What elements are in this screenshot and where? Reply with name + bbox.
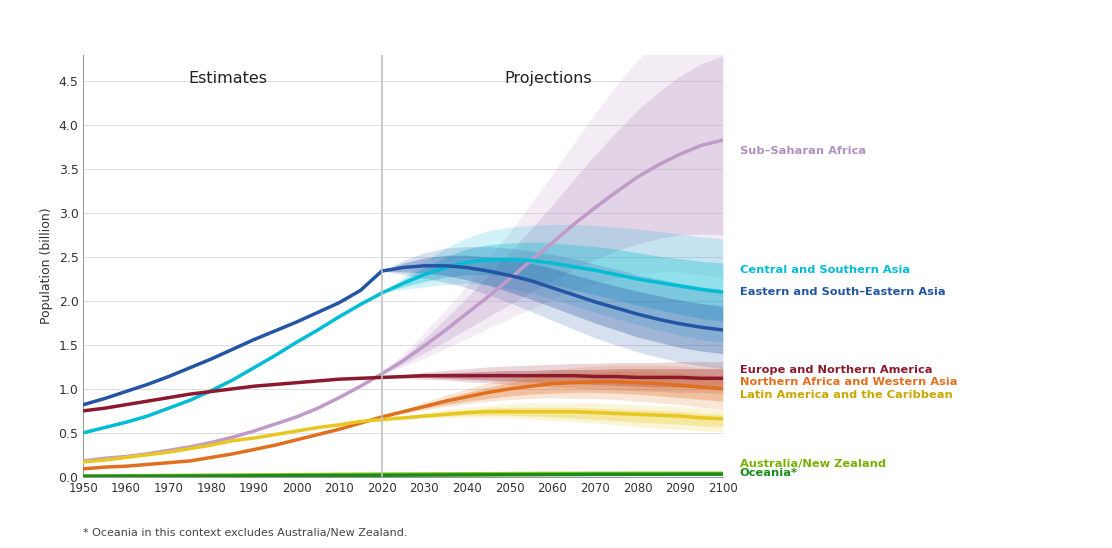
- Text: Latin America and the Caribbean: Latin America and the Caribbean: [739, 390, 953, 400]
- Text: Europe and Northern America: Europe and Northern America: [739, 364, 932, 374]
- Text: Sub–Saharan Africa: Sub–Saharan Africa: [739, 146, 866, 157]
- Text: Figure 2. Population by SDG region: estimates, 1950-2020, medium-variant project: Figure 2. Population by SDG region: esti…: [13, 16, 1063, 29]
- Text: Estimates: Estimates: [189, 71, 268, 85]
- Text: Oceania*: Oceania*: [739, 468, 797, 478]
- Text: Australia/New Zealand: Australia/New Zealand: [739, 459, 886, 470]
- Text: Eastern and South–Eastern Asia: Eastern and South–Eastern Asia: [739, 287, 945, 297]
- Text: Northern Africa and Western Asia: Northern Africa and Western Asia: [739, 377, 957, 387]
- Text: Projections: Projections: [504, 71, 592, 85]
- Y-axis label: Population (billion): Population (billion): [40, 208, 53, 324]
- Text: * Oceania in this context excludes Australia/New Zealand.: * Oceania in this context excludes Austr…: [83, 528, 408, 538]
- Text: Central and Southern Asia: Central and Southern Asia: [739, 265, 910, 275]
